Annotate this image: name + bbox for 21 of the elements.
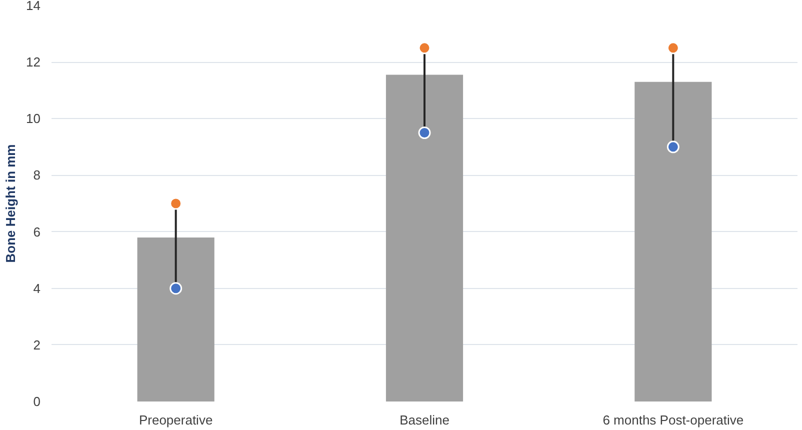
y-tick-label: 10 bbox=[26, 111, 41, 126]
bar bbox=[137, 237, 214, 402]
y-tick-label: 12 bbox=[26, 54, 41, 70]
x-tick-label: Preoperative bbox=[138, 412, 213, 428]
y-tick-label: 6 bbox=[33, 224, 41, 240]
y-axis-title: Bone Height in mm bbox=[3, 144, 18, 263]
y-tick-label: 4 bbox=[33, 280, 41, 296]
y-tick-label: 0 bbox=[33, 394, 41, 409]
y-tick-label: 14 bbox=[26, 0, 41, 13]
bar bbox=[634, 82, 712, 402]
point bbox=[170, 197, 182, 210]
point bbox=[418, 126, 431, 140]
point bbox=[666, 140, 680, 154]
point bbox=[418, 42, 431, 54]
y-tick-label: 8 bbox=[33, 168, 41, 183]
y-tick-label: 2 bbox=[33, 337, 41, 352]
point bbox=[170, 282, 182, 295]
x-tick-label: Baseline bbox=[400, 412, 450, 428]
point bbox=[666, 42, 680, 54]
x-tick-label: 6 months Post-operative bbox=[602, 412, 744, 428]
bar bbox=[386, 74, 464, 402]
